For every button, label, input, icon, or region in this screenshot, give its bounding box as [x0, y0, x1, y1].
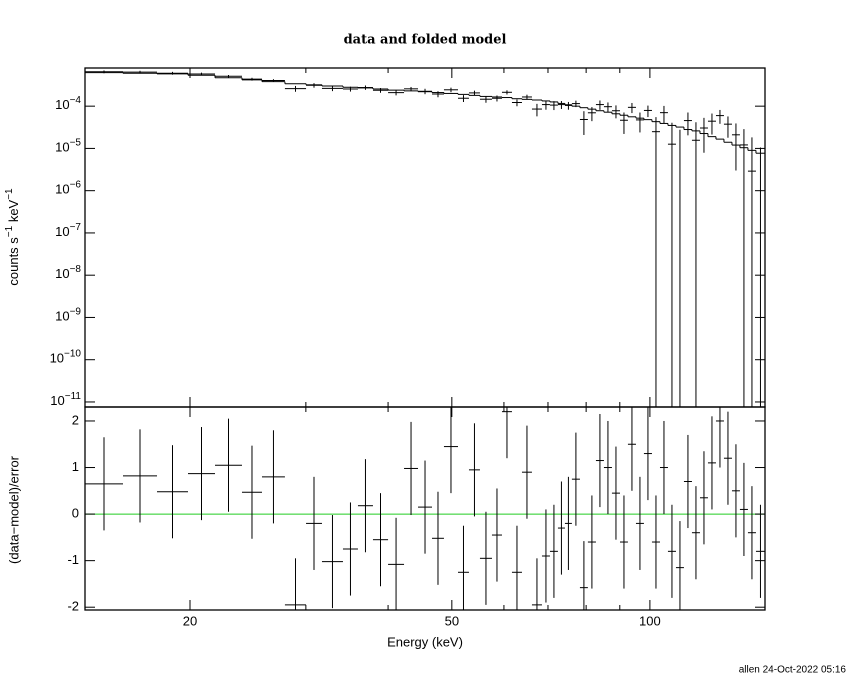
y-tick-exponent: −4	[70, 95, 82, 106]
y-tick-base: 10	[55, 98, 69, 113]
y-tick-label: -1	[67, 552, 79, 567]
y-tick-base: 10	[55, 309, 69, 324]
y-tick-label: 10−10	[50, 348, 82, 366]
x-tick-label: 50	[445, 613, 459, 628]
y-tick-base: 10	[55, 182, 69, 197]
y-tick-label: 10−8	[55, 264, 81, 282]
top-frame	[84, 67, 766, 408]
y-tick-exponent: −9	[70, 306, 82, 317]
y-label-exponent: −1	[4, 188, 15, 200]
y-tick-exponent: −6	[70, 179, 82, 190]
y-tick-label: 10−4	[55, 95, 81, 113]
y-tick-label: 0	[72, 506, 79, 521]
x-tick-label: 100	[639, 613, 661, 628]
top-plot	[85, 70, 765, 407]
y-tick-base: 10	[55, 224, 69, 239]
y-tick-label: 2	[72, 412, 79, 427]
footer: allen 24-Oct-2022 05:16	[739, 665, 847, 676]
y-tick-label: 10−11	[50, 391, 81, 409]
bottom-frame	[84, 406, 766, 611]
y-tick-label: -2	[67, 599, 79, 614]
y-tick-label: 10−6	[55, 179, 81, 197]
x-tick-label: 20	[183, 613, 197, 628]
y-tick-exponent: −5	[70, 137, 82, 148]
residual-y-label: (data−model)/error	[6, 455, 21, 564]
x-axis-label: Energy (keV)	[387, 634, 463, 649]
y-label-exponent: −1	[4, 225, 15, 237]
y-tick-label: 10−5	[55, 137, 81, 155]
y-tick-base: 10	[50, 351, 64, 366]
y-tick-base: 10	[50, 393, 64, 408]
bottom-plot	[85, 407, 765, 610]
y-tick-exponent: −10	[64, 348, 81, 359]
chart-title: data and folded model	[344, 33, 507, 48]
y-axis-label: counts s−1 keV−1	[4, 188, 22, 286]
y-label-part: counts s	[6, 237, 21, 286]
y-label-part: keV	[6, 199, 21, 225]
y-tick-label: 10−9	[55, 306, 81, 324]
y-tick-base: 10	[55, 267, 69, 282]
y-tick-exponent: −7	[70, 222, 82, 233]
y-tick-exponent: −11	[65, 391, 82, 402]
y-tick-label: 10−7	[55, 222, 81, 240]
y-tick-base: 10	[55, 140, 69, 155]
y-tick-label: 1	[72, 459, 79, 474]
y-tick-exponent: −8	[70, 264, 82, 275]
